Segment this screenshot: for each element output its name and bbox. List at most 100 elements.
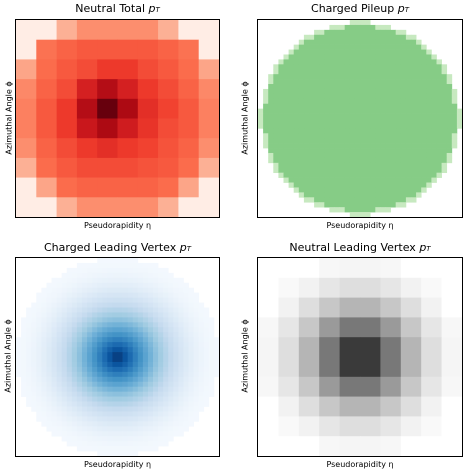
heatmap-cell	[147, 357, 154, 363]
heatmap-cell	[163, 376, 169, 383]
heatmap-cell	[112, 267, 118, 274]
heatmap-cell	[122, 262, 129, 269]
heatmap-cell	[66, 332, 73, 338]
heatmap-cell	[436, 74, 442, 80]
heatmap-cell	[56, 39, 78, 60]
heatmap-cell	[288, 74, 295, 80]
heatmap-cell	[400, 167, 407, 174]
heatmap-cell	[147, 352, 154, 358]
heatmap-cell	[36, 20, 57, 41]
heatmap-cell	[288, 123, 295, 129]
heatmap-cell	[293, 118, 300, 124]
heatmap-cell	[46, 406, 52, 412]
heatmap-cell	[360, 172, 366, 178]
heatmap-cell	[431, 177, 437, 183]
heatmap-cell	[66, 302, 73, 308]
heatmap-cell	[112, 411, 118, 417]
heatmap-cell	[456, 123, 462, 129]
heatmap-cell	[158, 342, 164, 348]
heatmap-cell	[278, 436, 300, 456]
heatmap-cell	[183, 396, 189, 402]
heatmap-cell	[183, 352, 189, 358]
heatmap-cell	[375, 98, 381, 105]
heatmap-cell	[97, 406, 103, 412]
heatmap-cell	[375, 54, 381, 60]
heatmap-cell	[339, 128, 346, 134]
heatmap-cell	[163, 307, 169, 313]
panel-title: Neutral Total pT	[15, 2, 220, 15]
heatmap-cell	[178, 406, 184, 412]
heatmap-cell	[314, 84, 320, 90]
heatmap-cell	[303, 113, 310, 119]
heatmap-cell	[370, 167, 376, 174]
heatmap-cell	[142, 297, 149, 303]
heatmap-cell	[163, 272, 169, 279]
heatmap-cell	[329, 93, 335, 100]
heatmap-cell	[288, 59, 295, 65]
heatmap-cell	[56, 197, 78, 217]
heatmap-cell	[147, 371, 154, 378]
heatmap-cell	[117, 302, 123, 308]
heatmap-cell	[349, 162, 356, 169]
heatmap-cell	[112, 431, 118, 437]
heatmap-cell	[405, 44, 412, 50]
heatmap-cell	[390, 113, 397, 119]
heatmap-cell	[158, 357, 164, 363]
heatmap-cell	[390, 138, 397, 144]
heatmap-cell	[102, 272, 108, 279]
heatmap-cell	[41, 287, 47, 293]
heatmap-cell	[137, 277, 144, 284]
heatmap-cell	[360, 162, 366, 169]
heatmap-cell	[283, 98, 289, 105]
heatmap-cell	[314, 143, 320, 149]
heatmap-cell	[158, 386, 164, 392]
heatmap-cell	[107, 406, 113, 412]
heatmap-cell	[132, 376, 139, 383]
heatmap-cell	[26, 317, 32, 323]
heatmap-cell	[293, 93, 300, 100]
heatmap-cell	[107, 282, 113, 289]
heatmap-cell	[51, 312, 57, 318]
title-text: Charged Pileup	[311, 2, 398, 15]
heatmap-cell	[319, 59, 325, 65]
heatmap-cell	[36, 98, 57, 119]
heatmap-cell	[122, 446, 129, 452]
heatmap-cell	[400, 79, 407, 85]
heatmap-cell	[288, 143, 295, 149]
heatmap-cell	[117, 277, 123, 284]
heatmap-cell	[365, 54, 371, 60]
heatmap-cell	[198, 406, 205, 412]
heatmap-cell	[26, 332, 32, 338]
heatmap-cell	[107, 347, 113, 353]
heatmap-cell	[153, 416, 159, 422]
heatmap-cell	[31, 357, 37, 363]
heatmap-cell	[117, 441, 123, 447]
heatmap-cell	[173, 282, 179, 289]
heatmap-cell	[411, 162, 417, 169]
heatmap-cell	[163, 317, 169, 323]
heatmap-cell	[158, 381, 164, 388]
heatmap-cell	[278, 84, 284, 90]
heatmap-cell	[142, 391, 149, 397]
heatmap-cell	[51, 386, 57, 392]
heatmap-cell	[158, 352, 164, 358]
heatmap-cell	[329, 118, 335, 124]
heatmap-cell	[426, 167, 432, 174]
heatmap-cell	[26, 386, 32, 392]
heatmap-cell	[56, 312, 63, 318]
heatmap-cell	[258, 376, 279, 397]
heatmap-cell	[153, 401, 159, 407]
heatmap-cell	[309, 64, 315, 70]
heatmap-cell	[349, 113, 356, 119]
heatmap-cell	[349, 59, 356, 65]
heatmap-cell	[375, 69, 381, 75]
heatmap-cell	[446, 84, 453, 90]
heatmap-cell	[441, 88, 448, 95]
heatmap-cell	[273, 133, 279, 139]
heatmap-cell	[293, 54, 300, 60]
heatmap-cell	[163, 347, 169, 353]
heatmap-cell	[87, 401, 93, 407]
panel-title: Neutral Leading Vertex pT	[257, 241, 463, 254]
heatmap-cell	[163, 312, 169, 318]
heatmap-cell	[395, 34, 402, 41]
